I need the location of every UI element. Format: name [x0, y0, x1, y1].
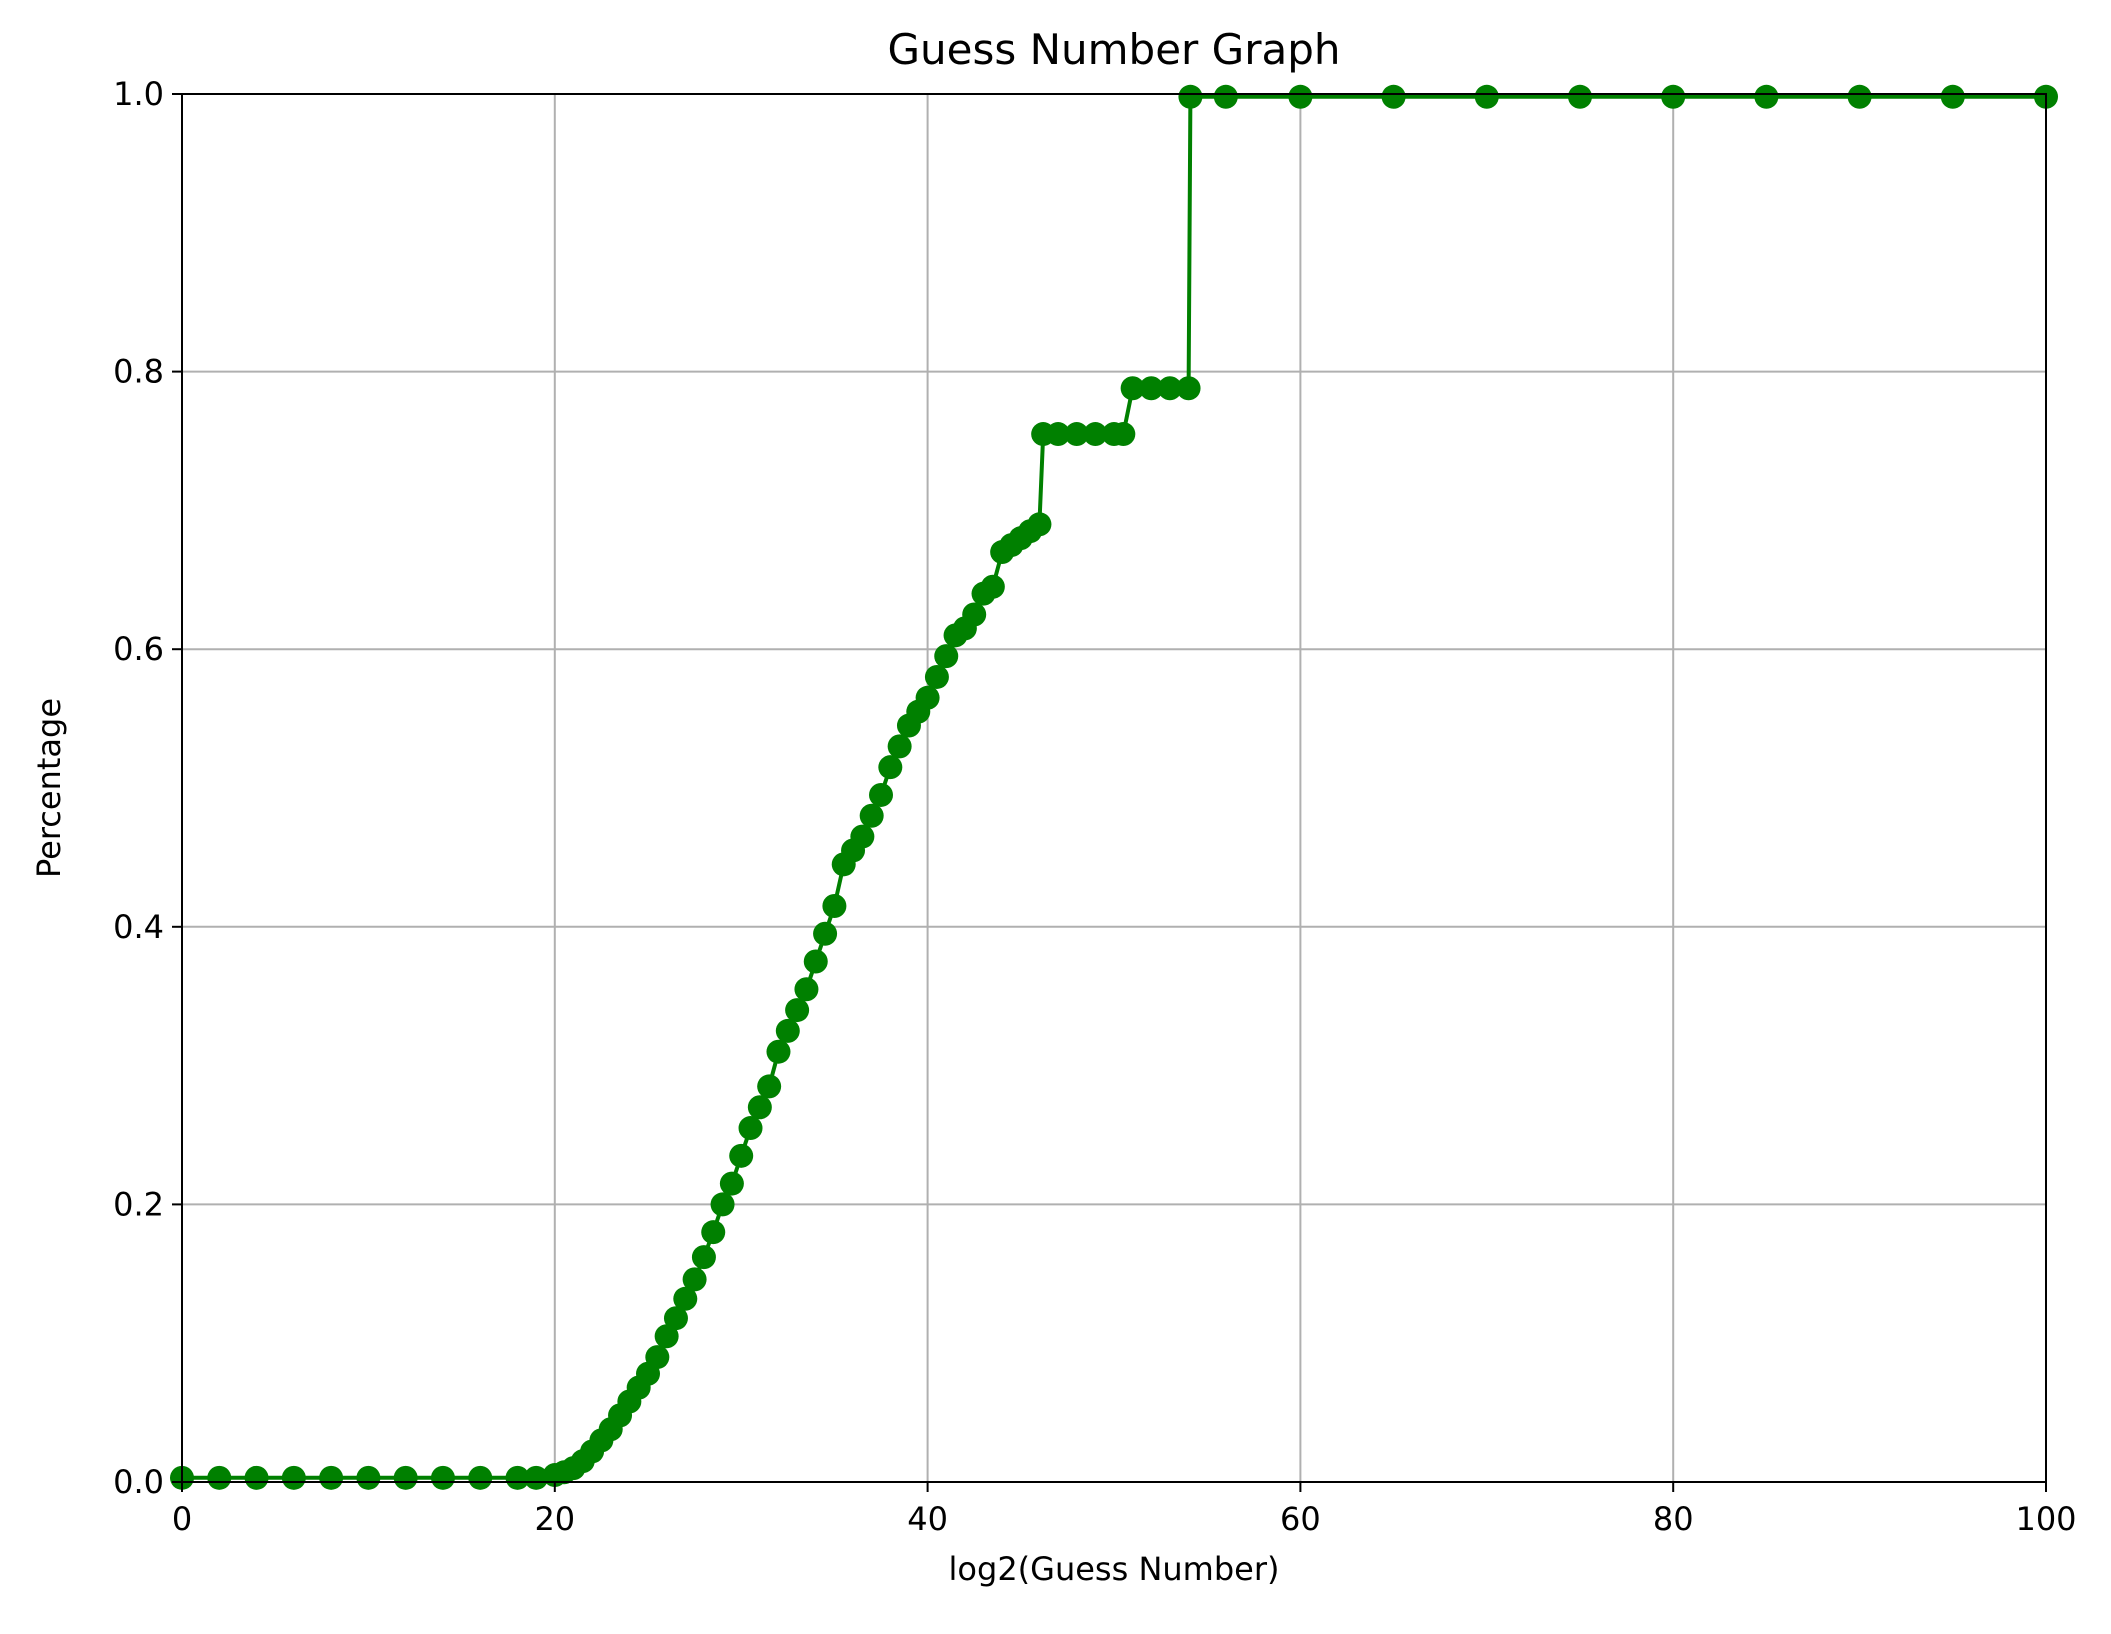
data-point — [719, 1171, 744, 1196]
x-axis-label: log2(Guess Number) — [949, 1550, 1280, 1588]
data-point — [887, 734, 912, 759]
data-point — [785, 998, 810, 1023]
data-point — [468, 1465, 493, 1490]
data-point — [244, 1465, 269, 1490]
data-point — [1213, 84, 1238, 109]
data-point — [1064, 422, 1089, 447]
y-tick-label: 0.4 — [113, 908, 164, 946]
data-point — [1176, 376, 1201, 401]
x-tick-label: 0 — [172, 1500, 192, 1538]
data-point — [924, 664, 949, 689]
data-point — [430, 1465, 455, 1490]
data-point — [645, 1345, 670, 1370]
data-point — [1083, 422, 1108, 447]
data-point — [738, 1116, 763, 1141]
data-point — [1381, 84, 1406, 109]
data-point — [1046, 422, 1071, 447]
data-point — [319, 1465, 344, 1490]
chart-title: Guess Number Graph — [887, 25, 1340, 74]
data-point — [701, 1220, 726, 1245]
data-point — [962, 602, 987, 627]
data-point — [775, 1018, 800, 1043]
data-point — [1288, 84, 1313, 109]
data-point — [757, 1074, 782, 1099]
x-tick-label: 80 — [1653, 1500, 1694, 1538]
data-point — [878, 755, 903, 780]
data-point — [1139, 376, 1164, 401]
y-tick-label: 0.0 — [113, 1463, 164, 1501]
data-point — [710, 1192, 735, 1217]
y-tick-label: 1.0 — [113, 75, 164, 113]
data-point — [1940, 84, 1965, 109]
data-point — [1120, 376, 1145, 401]
y-tick-label: 0.2 — [113, 1185, 164, 1223]
series-layer — [170, 84, 2058, 1490]
data-point — [766, 1039, 791, 1064]
data-point — [869, 782, 893, 807]
data-point — [505, 1465, 530, 1490]
data-point — [663, 1306, 688, 1331]
data-point — [850, 824, 875, 849]
data-point — [859, 803, 884, 828]
axes-frame — [181, 93, 2047, 1483]
data-point — [934, 644, 959, 669]
data-point — [822, 893, 847, 918]
data-point — [356, 1465, 381, 1490]
data-point — [1474, 84, 1499, 109]
data-point — [673, 1286, 698, 1311]
ticks: 0 20 40 60 80 100 0.0 0.2 0.4 0.6 0.8 1.0 — [113, 75, 2076, 1538]
x-tick-label: 40 — [907, 1500, 948, 1538]
data-point — [1568, 84, 1592, 109]
y-tick-label: 0.8 — [113, 353, 164, 391]
data-point — [1754, 84, 1779, 109]
data-point — [654, 1324, 679, 1349]
data-point — [813, 921, 838, 946]
data-point — [1661, 84, 1686, 109]
data-point — [524, 1465, 549, 1490]
data-point — [980, 574, 1005, 599]
y-axis-label: Percentage — [30, 698, 68, 878]
data-point — [1157, 376, 1182, 401]
data-point — [1111, 422, 1136, 447]
data-point — [915, 685, 940, 710]
data-point — [747, 1095, 772, 1120]
data-point — [1027, 512, 1052, 537]
data-point — [682, 1267, 707, 1292]
data-point — [207, 1465, 232, 1490]
data-point — [803, 949, 828, 974]
data-point — [794, 977, 819, 1002]
x-tick-label: 100 — [2015, 1500, 2076, 1538]
x-tick-label: 20 — [534, 1500, 575, 1538]
data-point — [691, 1245, 716, 1270]
data-point — [729, 1143, 754, 1168]
data-point — [281, 1465, 306, 1490]
data-point — [1178, 84, 1203, 109]
x-tick-label: 60 — [1280, 1500, 1321, 1538]
data-point — [393, 1465, 418, 1490]
y-tick-label: 0.6 — [113, 630, 164, 668]
data-point — [1847, 84, 1872, 109]
